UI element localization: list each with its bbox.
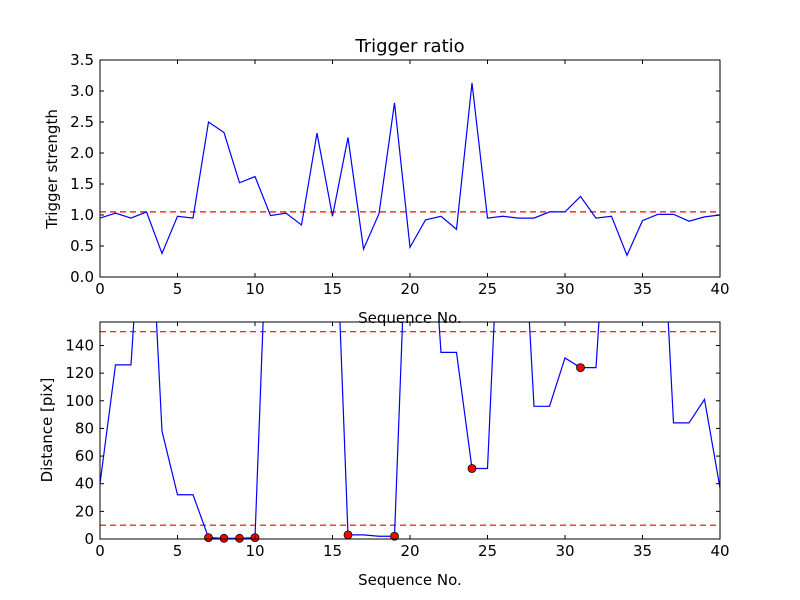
series-line: [100, 82, 720, 257]
y-tick-label: 0.0: [70, 268, 94, 286]
x-tick-label: 35: [633, 280, 652, 298]
x-ticks: 0 5 10 15 20 25 30 35 40: [95, 60, 730, 298]
y-tick-label: 0: [84, 530, 94, 548]
x-tick-label: 30: [555, 542, 574, 560]
y-tick-label: 2.0: [70, 144, 94, 162]
x-axis-label: Sequence No.: [358, 571, 462, 589]
data-point-marker: [235, 533, 244, 543]
series-lines: [100, 82, 720, 257]
y-tick-label: 0.5: [70, 237, 94, 255]
x-tick-label: 5: [173, 542, 183, 560]
y-tick-label: 120: [65, 364, 94, 382]
x-tick-label: 20: [400, 542, 419, 560]
x-tick-label: 40: [710, 542, 729, 560]
y-axis-label: Distance [pix]: [38, 378, 56, 483]
x-tick-label: 0: [95, 542, 105, 560]
y-tick-label: 3.0: [70, 82, 94, 100]
y-tick-label: 80: [75, 419, 94, 437]
subplot-trigger-ratio: Trigger ratio 0 5 10 15 20 25 30 35 40 0.0 0.5 1.0…: [43, 36, 730, 327]
y-ticks: 0.0 0.5 1.0 1.5 2.0 2.5 3.0 3.5: [70, 51, 720, 286]
reference-lines: [100, 331, 720, 526]
data-point-marker: [219, 533, 229, 543]
x-tick-label: 15: [323, 280, 342, 298]
series-line: [100, 322, 720, 539]
x-tick-label: 25: [478, 542, 497, 560]
x-tick-label: 15: [323, 542, 342, 560]
y-tick-label: 2.5: [70, 113, 94, 131]
y-axis-label: Trigger strength: [43, 109, 61, 230]
chart-title: Trigger ratio: [354, 36, 464, 57]
x-tick-label: 40: [710, 280, 729, 298]
subplot-distance: 0 5 10 15 20 25 30 35 40 0 20 40 60 80 100 120 140 Sequ…: [38, 321, 730, 589]
data-point-marker: [390, 531, 399, 541]
y-tick-label: 20: [75, 502, 94, 520]
y-tick-label: 60: [75, 447, 94, 465]
x-tick-label: 20: [400, 280, 419, 298]
plot-frame: [99, 321, 721, 540]
y-tick-label: 140: [65, 336, 94, 354]
x-tick-label: 5: [173, 280, 183, 298]
x-tick-label: 10: [245, 542, 264, 560]
y-tick-label: 1.0: [70, 206, 94, 224]
x-ticks: 0 5 10 15 20 25 30 35 40: [95, 322, 730, 560]
x-tick-label: 0: [95, 280, 105, 298]
y-tick-label: 40: [75, 475, 94, 493]
y-ticks: 0 20 40 60 80 100 120 140: [65, 336, 720, 548]
markers: [204, 363, 585, 543]
x-tick-label: 10: [245, 280, 264, 298]
data-point-marker: [467, 464, 477, 473]
data-point-marker: [343, 530, 353, 540]
y-tick-label: 1.5: [70, 175, 94, 193]
data-point-marker: [204, 533, 213, 543]
x-tick-label: 30: [555, 280, 574, 298]
y-tick-label: 100: [65, 392, 94, 410]
x-tick-label: 35: [633, 542, 652, 560]
x-tick-label: 25: [478, 280, 497, 298]
y-tick-label: 3.5: [70, 51, 94, 69]
data-point-marker: [576, 363, 585, 373]
series-lines: [100, 322, 720, 539]
